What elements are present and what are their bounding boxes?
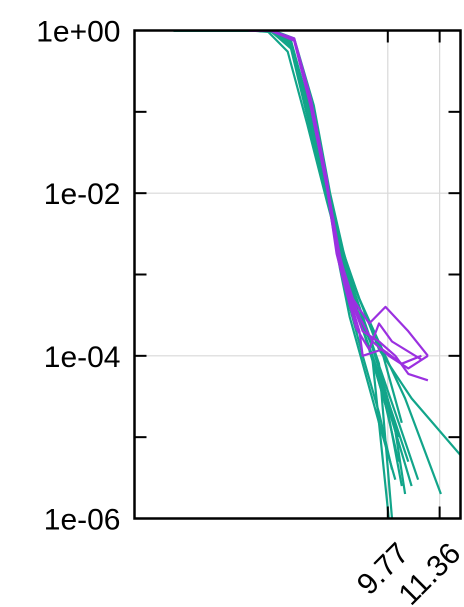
y-tick-label: 1e-06 xyxy=(44,504,121,537)
y-tick-label: 1e-02 xyxy=(44,178,121,211)
y-tick-label: 1e-04 xyxy=(44,341,121,374)
y-tick-label: 1e+00 xyxy=(36,16,120,49)
grid xyxy=(134,30,461,519)
series-line-18 xyxy=(248,30,429,357)
y-axis-labels: 1e+00 1e-02 1e-04 1e-06 xyxy=(36,16,120,537)
axis-ticks xyxy=(134,29,461,520)
